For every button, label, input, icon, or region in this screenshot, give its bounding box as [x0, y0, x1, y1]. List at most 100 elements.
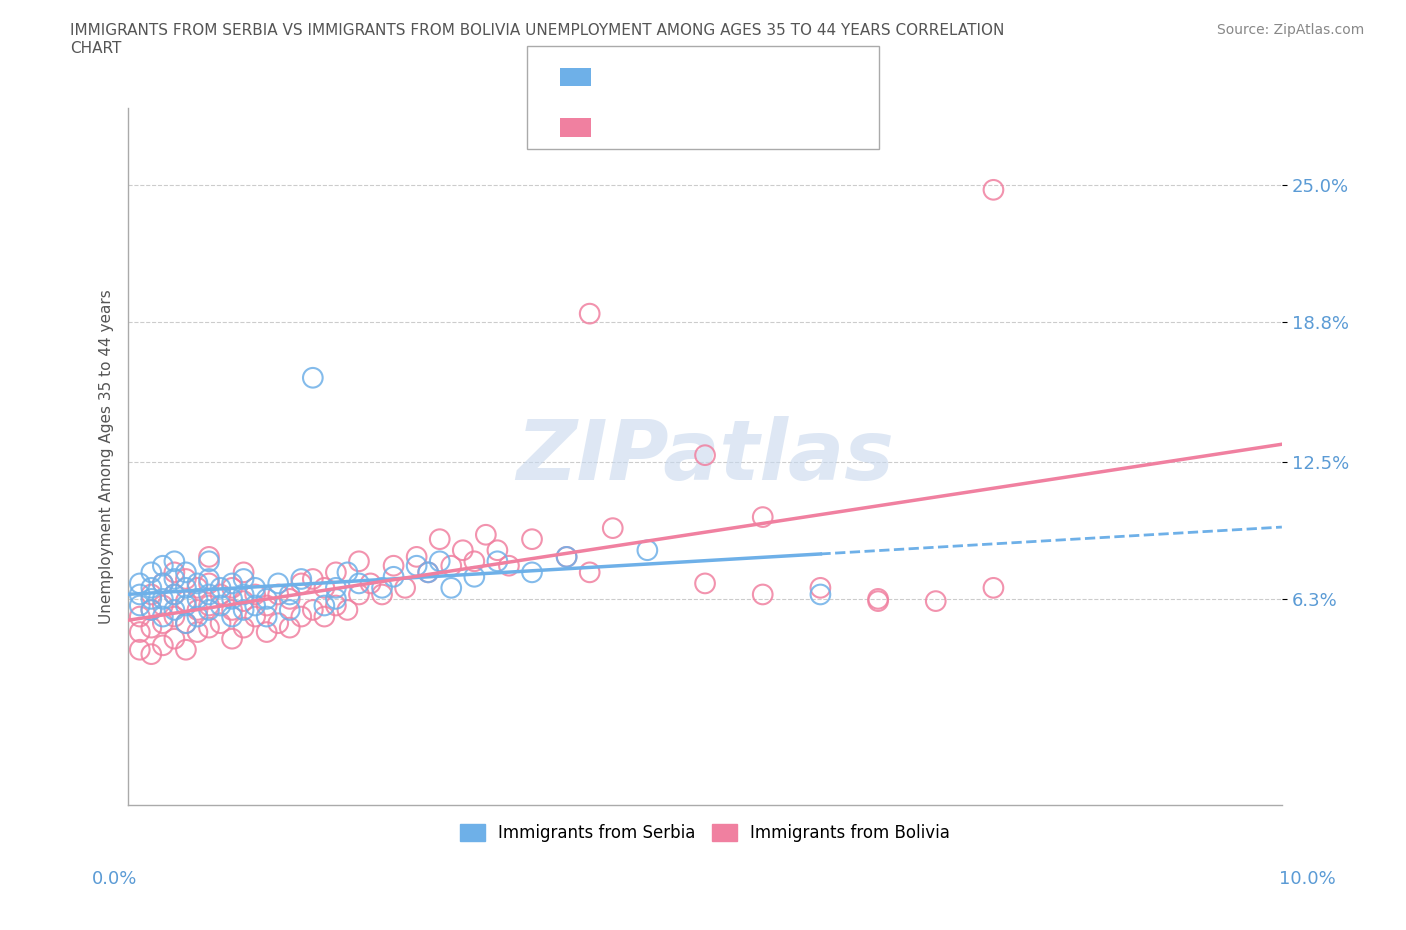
Point [290, 576, 312, 591]
Point [486, 543, 509, 558]
Point [232, 572, 254, 587]
Point [221, 591, 243, 606]
Point [152, 598, 174, 613]
Point [174, 572, 197, 587]
Point [163, 572, 186, 587]
Point [163, 609, 186, 624]
Point [636, 543, 658, 558]
Point [243, 598, 266, 613]
Point [198, 550, 221, 565]
Point [418, 565, 440, 579]
Point [578, 306, 600, 321]
Point [440, 558, 463, 573]
Point [405, 550, 427, 565]
Legend: Immigrants from Serbia, Immigrants from Bolivia: Immigrants from Serbia, Immigrants from … [453, 817, 957, 848]
Point [301, 370, 323, 385]
Point [152, 576, 174, 591]
Point [463, 554, 485, 569]
Point [325, 591, 347, 606]
Point [440, 580, 463, 595]
Point [163, 554, 186, 569]
Point [371, 580, 394, 595]
Point [278, 620, 301, 635]
Point [751, 587, 773, 602]
Point [198, 554, 221, 569]
Point [128, 625, 150, 640]
Text: 0.176: 0.176 [637, 68, 689, 86]
Point [152, 558, 174, 573]
Point [520, 532, 543, 547]
Point [152, 576, 174, 591]
Point [290, 609, 312, 624]
Point [198, 598, 221, 613]
Point [418, 565, 440, 579]
Point [278, 587, 301, 602]
Point [347, 587, 370, 602]
Point [186, 580, 208, 595]
Point [243, 580, 266, 595]
Point [301, 572, 323, 587]
Point [221, 631, 243, 646]
Point [486, 554, 509, 569]
Point [693, 576, 716, 591]
Y-axis label: Unemployment Among Ages 35 to 44 years: Unemployment Among Ages 35 to 44 years [100, 289, 114, 624]
Point [128, 598, 150, 613]
Point [278, 591, 301, 606]
Point [186, 609, 208, 624]
Text: ZIPatlas: ZIPatlas [516, 416, 894, 497]
Point [868, 593, 890, 608]
Point [174, 593, 197, 608]
Point [209, 598, 232, 613]
Point [141, 591, 163, 606]
Point [152, 616, 174, 631]
Point [209, 580, 232, 595]
Text: 0.0%: 0.0% [91, 870, 136, 888]
Point [128, 609, 150, 624]
Point [520, 565, 543, 579]
Text: 0.543: 0.543 [637, 118, 689, 137]
Point [198, 603, 221, 618]
Point [325, 565, 347, 579]
Point [186, 625, 208, 640]
Point [221, 603, 243, 618]
Text: R =: R = [599, 118, 636, 137]
Point [868, 591, 890, 606]
Point [325, 598, 347, 613]
Point [232, 593, 254, 608]
Point [463, 569, 485, 584]
Point [174, 643, 197, 658]
Point [232, 603, 254, 618]
Point [243, 609, 266, 624]
Point [810, 580, 832, 595]
Point [382, 569, 405, 584]
Text: N =: N = [683, 68, 731, 86]
Point [278, 603, 301, 618]
Point [163, 603, 186, 618]
Point [232, 587, 254, 602]
Point [336, 565, 359, 579]
Point [314, 598, 336, 613]
Point [198, 587, 221, 602]
Point [163, 631, 186, 646]
Point [232, 565, 254, 579]
Point [983, 182, 1005, 197]
Point [314, 609, 336, 624]
Point [209, 616, 232, 631]
Point [301, 603, 323, 618]
Point [198, 572, 221, 587]
Point [347, 576, 370, 591]
Point [256, 625, 278, 640]
Point [256, 609, 278, 624]
Point [347, 554, 370, 569]
Point [983, 580, 1005, 595]
Point [198, 620, 221, 635]
Point [186, 591, 208, 606]
Point [429, 532, 451, 547]
Point [267, 576, 290, 591]
Point [243, 587, 266, 602]
Point [394, 580, 416, 595]
Point [186, 576, 208, 591]
Point [163, 565, 186, 579]
Point [336, 603, 359, 618]
Point [451, 543, 474, 558]
